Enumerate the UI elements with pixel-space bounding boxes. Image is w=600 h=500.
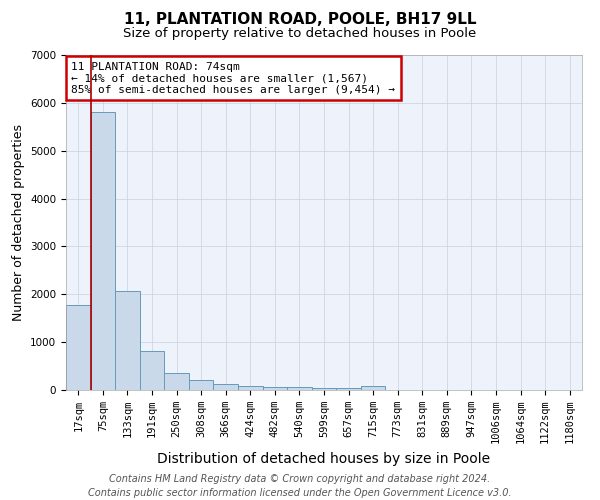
Bar xyxy=(312,388,336,390)
Bar xyxy=(238,386,263,390)
Text: Size of property relative to detached houses in Poole: Size of property relative to detached ho… xyxy=(124,28,476,40)
Bar xyxy=(263,386,287,390)
Text: Contains HM Land Registry data © Crown copyright and database right 2024.
Contai: Contains HM Land Registry data © Crown c… xyxy=(88,474,512,498)
Bar xyxy=(287,388,312,390)
Y-axis label: Number of detached properties: Number of detached properties xyxy=(11,124,25,321)
Text: 11, PLANTATION ROAD, POOLE, BH17 9LL: 11, PLANTATION ROAD, POOLE, BH17 9LL xyxy=(124,12,476,28)
Bar xyxy=(115,292,140,390)
Bar xyxy=(336,388,361,390)
Bar xyxy=(66,305,91,390)
Bar xyxy=(164,373,189,390)
Bar xyxy=(361,386,385,390)
Bar xyxy=(91,112,115,390)
Bar xyxy=(140,351,164,390)
Bar xyxy=(189,380,214,390)
Bar xyxy=(214,384,238,390)
Text: 11 PLANTATION ROAD: 74sqm
← 14% of detached houses are smaller (1,567)
85% of se: 11 PLANTATION ROAD: 74sqm ← 14% of detac… xyxy=(71,62,395,95)
X-axis label: Distribution of detached houses by size in Poole: Distribution of detached houses by size … xyxy=(157,452,491,466)
